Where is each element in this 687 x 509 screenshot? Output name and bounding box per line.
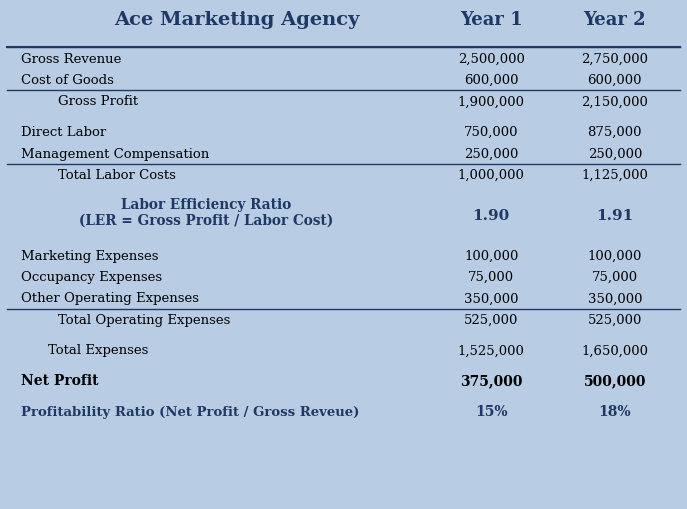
Text: 350,000: 350,000 — [464, 292, 519, 305]
Text: 1,125,000: 1,125,000 — [581, 168, 649, 182]
Text: 250,000: 250,000 — [587, 147, 642, 160]
Text: 100,000: 100,000 — [464, 249, 519, 262]
Text: 1.90: 1.90 — [473, 208, 510, 222]
Text: Profitability Ratio (Net Profit / Gross Reveue): Profitability Ratio (Net Profit / Gross … — [21, 405, 359, 418]
Text: 1,650,000: 1,650,000 — [581, 344, 649, 357]
Text: 250,000: 250,000 — [464, 147, 519, 160]
Text: 18%: 18% — [598, 404, 631, 418]
Text: 2,750,000: 2,750,000 — [581, 52, 649, 66]
Text: 875,000: 875,000 — [587, 126, 642, 139]
Text: 600,000: 600,000 — [587, 74, 642, 87]
Text: Total Operating Expenses: Total Operating Expenses — [58, 313, 231, 326]
Text: Gross Profit: Gross Profit — [58, 95, 139, 108]
Text: 600,000: 600,000 — [464, 74, 519, 87]
Text: 75,000: 75,000 — [592, 270, 638, 284]
Text: Cost of Goods: Cost of Goods — [21, 74, 113, 87]
Text: 350,000: 350,000 — [587, 292, 642, 305]
Text: Occupancy Expenses: Occupancy Expenses — [21, 270, 161, 284]
Text: Marketing Expenses: Marketing Expenses — [21, 249, 158, 262]
Text: 525,000: 525,000 — [464, 313, 519, 326]
Text: Net Profit: Net Profit — [21, 374, 98, 388]
Text: Year 1: Year 1 — [460, 11, 523, 29]
Text: 1,900,000: 1,900,000 — [458, 95, 525, 108]
Text: 100,000: 100,000 — [587, 249, 642, 262]
Text: 1,525,000: 1,525,000 — [458, 344, 525, 357]
Text: Management Compensation: Management Compensation — [21, 147, 209, 160]
Text: Year 2: Year 2 — [583, 11, 646, 29]
Text: 750,000: 750,000 — [464, 126, 519, 139]
Text: 15%: 15% — [475, 404, 508, 418]
Text: 525,000: 525,000 — [587, 313, 642, 326]
Text: Total Expenses: Total Expenses — [48, 344, 148, 357]
Text: 2,150,000: 2,150,000 — [581, 95, 649, 108]
Text: 500,000: 500,000 — [584, 374, 646, 388]
Text: Ace Marketing Agency: Ace Marketing Agency — [114, 11, 360, 29]
Text: Total Labor Costs: Total Labor Costs — [58, 168, 177, 182]
Text: 2,500,000: 2,500,000 — [458, 52, 525, 66]
Text: 75,000: 75,000 — [468, 270, 515, 284]
Text: Labor Efficiency Ratio
(LER = Gross Profit / Labor Cost): Labor Efficiency Ratio (LER = Gross Prof… — [79, 197, 333, 228]
Text: Gross Revenue: Gross Revenue — [21, 52, 121, 66]
Text: 375,000: 375,000 — [460, 374, 522, 388]
Text: 1,000,000: 1,000,000 — [458, 168, 525, 182]
Text: Other Operating Expenses: Other Operating Expenses — [21, 292, 199, 305]
Text: Direct Labor: Direct Labor — [21, 126, 106, 139]
Text: 1.91: 1.91 — [596, 208, 633, 222]
